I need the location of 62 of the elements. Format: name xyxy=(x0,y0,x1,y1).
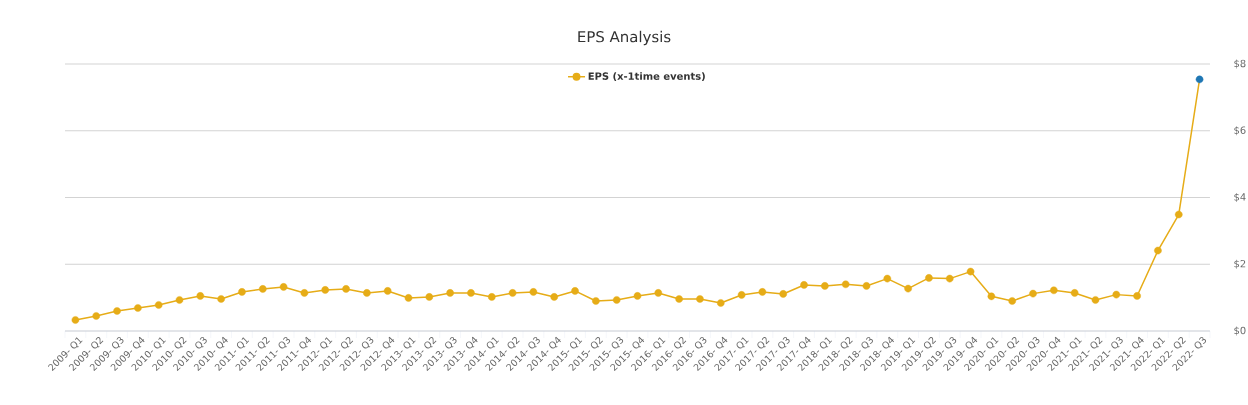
point xyxy=(175,296,184,304)
point xyxy=(113,307,121,315)
point xyxy=(1112,290,1121,299)
y-tick-label: $0 xyxy=(1234,326,1246,336)
point xyxy=(71,316,80,324)
point xyxy=(758,288,767,296)
point xyxy=(571,287,579,295)
point xyxy=(779,290,787,298)
y-tick-label: $8 xyxy=(1234,59,1246,69)
point xyxy=(737,291,746,299)
point xyxy=(508,289,517,297)
point xyxy=(383,287,392,295)
point xyxy=(966,267,975,276)
point xyxy=(633,292,642,300)
point xyxy=(841,280,850,289)
point xyxy=(1091,296,1100,304)
point xyxy=(945,274,954,283)
point xyxy=(363,289,371,297)
point xyxy=(1154,246,1162,255)
point xyxy=(675,295,683,303)
point xyxy=(592,297,600,305)
chart-title: EPS Analysis xyxy=(578,30,671,46)
point xyxy=(716,299,725,307)
point xyxy=(217,295,225,303)
point xyxy=(529,288,538,296)
point xyxy=(425,293,434,301)
point xyxy=(925,274,933,282)
point xyxy=(279,283,288,291)
point xyxy=(1008,297,1016,305)
point xyxy=(300,289,309,297)
point xyxy=(904,284,912,293)
point xyxy=(487,293,496,301)
point xyxy=(800,281,808,289)
point xyxy=(654,289,663,297)
point xyxy=(612,296,621,304)
point xyxy=(1050,286,1058,295)
point xyxy=(446,289,454,297)
point xyxy=(987,292,996,301)
point xyxy=(134,304,142,312)
point xyxy=(92,312,101,320)
legend-label: EPS (x-1time events) xyxy=(588,72,705,82)
point xyxy=(821,282,829,290)
point xyxy=(1195,75,1204,84)
point xyxy=(696,295,704,303)
point xyxy=(1174,210,1183,219)
point xyxy=(404,294,413,302)
point xyxy=(550,293,559,301)
y-tick-label: $6 xyxy=(1234,126,1246,136)
point xyxy=(196,292,205,300)
point xyxy=(1133,292,1141,300)
point xyxy=(154,301,163,309)
y-tick-label: $4 xyxy=(1234,192,1246,203)
point xyxy=(883,274,892,283)
point xyxy=(238,288,246,296)
point xyxy=(342,285,350,293)
point xyxy=(862,282,871,290)
point xyxy=(1070,289,1079,297)
point xyxy=(1029,289,1037,298)
point xyxy=(467,289,475,297)
y-tick-label: $2 xyxy=(1234,259,1246,269)
point xyxy=(258,285,267,293)
point xyxy=(321,286,330,294)
